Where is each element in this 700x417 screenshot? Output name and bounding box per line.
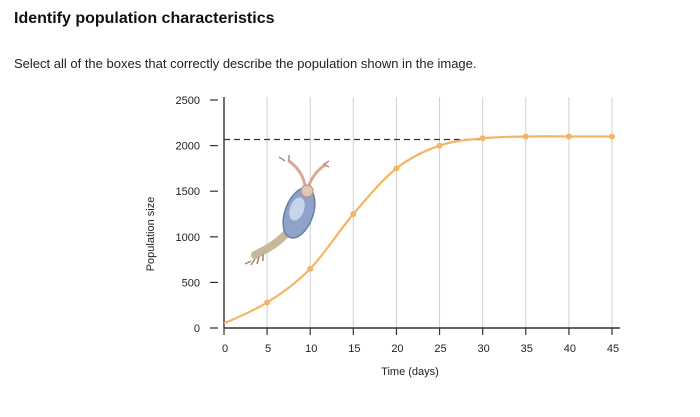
grid-layer bbox=[266, 97, 613, 328]
data-point bbox=[522, 133, 529, 140]
x-tick-label: 45 bbox=[607, 343, 619, 355]
x-tick-label: 35 bbox=[521, 343, 533, 355]
data-point bbox=[350, 211, 357, 217]
page-title: Identify population characteristics bbox=[14, 10, 275, 27]
x-tick-label: 30 bbox=[478, 343, 490, 355]
x-axis-title: Time (days) bbox=[381, 366, 439, 378]
instruction-text: Select all of the boxes that correctly d… bbox=[14, 56, 477, 71]
y-tick-label: 500 bbox=[182, 277, 200, 289]
data-point bbox=[436, 142, 443, 149]
data-point bbox=[565, 133, 572, 140]
y-tick-label: 2500 bbox=[176, 95, 200, 107]
marker-layer bbox=[264, 133, 615, 306]
x-tick-label: 20 bbox=[391, 343, 403, 355]
growth-curve bbox=[223, 135, 612, 325]
y-axis-title: Population size bbox=[145, 197, 157, 272]
data-point bbox=[307, 265, 314, 272]
y-tick-label: 1500 bbox=[176, 186, 200, 198]
x-tick-label: 15 bbox=[348, 343, 360, 355]
axis-layer bbox=[210, 97, 620, 335]
x-tick-label: 25 bbox=[434, 343, 446, 355]
x-tick-label: 0 bbox=[222, 343, 228, 355]
x-tick-label: 10 bbox=[305, 343, 317, 355]
y-tick-label: 2000 bbox=[176, 141, 200, 153]
y-tick-label: 1000 bbox=[176, 232, 200, 244]
data-point bbox=[479, 135, 486, 142]
population-chart: 0 500 1000 1500 2000 2500 0 5 10 15 20 25 30 35 40 45 Ti… bbox=[0, 85, 700, 412]
x-tick-label: 5 bbox=[265, 343, 271, 355]
data-point bbox=[264, 299, 271, 306]
y-tick-label: 0 bbox=[194, 323, 200, 335]
data-point bbox=[393, 165, 400, 172]
curve-layer bbox=[223, 135, 612, 325]
copepod-icon bbox=[244, 155, 330, 266]
chart-svg: 0 500 1000 1500 2000 2500 0 5 10 15 20 25 30 35 40 45 Ti… bbox=[145, 95, 620, 378]
label-layer: 0 500 1000 1500 2000 2500 0 5 10 15 20 25 30 35 40 45 Ti… bbox=[145, 95, 619, 378]
x-tick-label: 40 bbox=[564, 343, 576, 355]
data-point bbox=[609, 133, 615, 140]
